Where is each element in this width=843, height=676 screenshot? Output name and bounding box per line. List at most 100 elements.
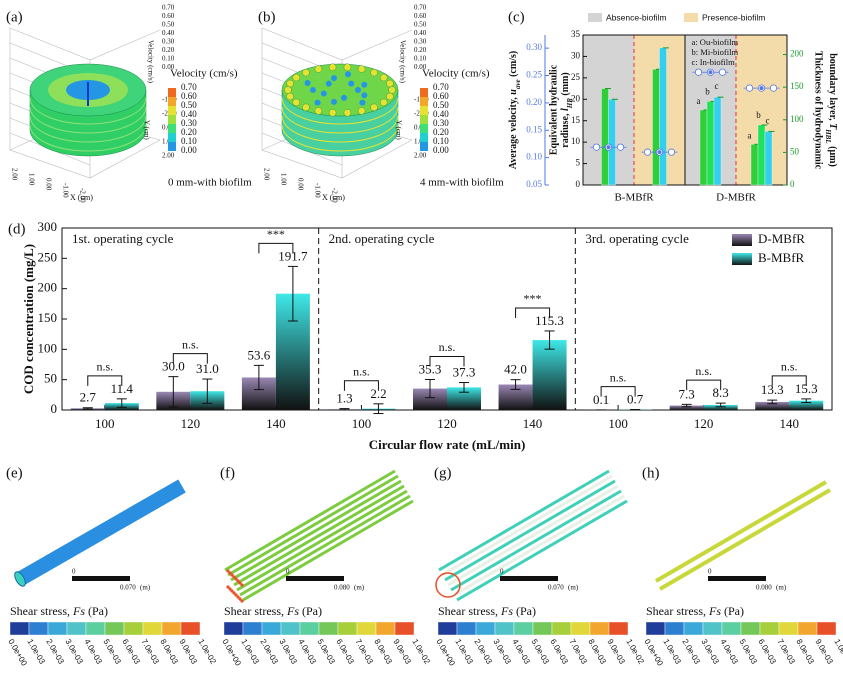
fiber — [230, 479, 402, 582]
fiber-end — [236, 579, 240, 583]
colorbar-tick-label: 0.30 — [181, 118, 197, 128]
colorbar-segment — [570, 621, 591, 636]
colorbar-segment — [280, 621, 301, 636]
colorbar-tick-label: 0.20 — [181, 127, 197, 137]
fiber — [438, 469, 610, 572]
bar-letter: b — [705, 86, 710, 96]
z-tick-label: 0.50 — [162, 21, 175, 29]
legend-title-part: Shear stress, — [224, 604, 287, 618]
plot-frame — [582, 34, 788, 186]
x-tick-label: 1.00 — [27, 173, 35, 186]
colorbar-segment — [589, 621, 610, 636]
significance-label: n.s. — [353, 365, 370, 379]
colorbar-segment — [816, 621, 837, 636]
flow-pore — [359, 99, 366, 106]
x-tick-label: 100 — [608, 416, 628, 431]
colorbar-segment — [168, 115, 176, 124]
colorbar-tick-label: 9.0e-03 — [177, 638, 199, 666]
z-tick-label: 0.60 — [162, 12, 175, 20]
flow-bump — [286, 79, 294, 88]
y2-tick-label: 25 — [571, 72, 581, 82]
y-tick-label: 2.00 — [414, 152, 427, 160]
tube-end — [14, 571, 26, 587]
scale-zero: 0 — [500, 568, 504, 576]
y-tick-label: 200 — [38, 280, 58, 295]
legend-title-part: (Pa) — [299, 604, 322, 618]
colorbar-tick-label: 6.0e-03 — [334, 638, 356, 666]
panel-label: (g) — [434, 465, 452, 481]
legend-title-part: Shear stress, — [438, 604, 501, 618]
y-tick-label: 0.05 — [526, 179, 542, 189]
y-tick-label: 0.10 — [526, 152, 542, 162]
colorbar-tick-label: 9.0e-03 — [813, 638, 835, 666]
fiber — [658, 488, 832, 591]
colorbar-segment — [299, 621, 320, 636]
fiber-end — [240, 599, 244, 603]
fiber — [453, 494, 625, 597]
x-axis-title: X (cm) — [70, 193, 93, 202]
group-label: B-MBfR — [614, 192, 654, 204]
value-label: 8.3 — [713, 385, 729, 400]
box-edge — [261, 27, 413, 179]
scale-value: 0.080 — [756, 584, 772, 592]
group-label: 3rd. operating cycle — [585, 231, 689, 246]
flow-pore — [314, 99, 321, 106]
colorbar-tick-label: 0.70 — [433, 82, 449, 92]
bar-letter: b — [756, 110, 761, 120]
colorbar-segment — [551, 621, 572, 636]
bar — [669, 405, 704, 410]
flow-bump — [357, 65, 366, 73]
colorbar-segment — [180, 621, 201, 636]
bar-letter: c — [766, 115, 770, 125]
z-tick-label: 0.20 — [414, 46, 427, 54]
fiber-end — [238, 581, 242, 585]
flow-pore — [348, 80, 355, 87]
colorbar-segment — [645, 621, 666, 636]
colorbar-segment — [168, 142, 176, 151]
y2-tick-label: 20 — [571, 93, 581, 103]
colorbar-segment — [168, 106, 176, 115]
flow-bump — [292, 73, 300, 82]
bar — [757, 124, 766, 186]
legend-label: Presence-biofilm — [702, 12, 765, 22]
x-axis-title: Circular flow rate (mL/min) — [369, 437, 526, 452]
colorbar-segment — [261, 621, 282, 636]
scale-zero: 0 — [72, 568, 76, 576]
colorbar-segment — [242, 621, 263, 636]
point-ring — [769, 84, 778, 92]
legend-title-part: Shear stress, — [646, 604, 709, 618]
colorbar-tick-label: 4.0e-03 — [296, 638, 318, 666]
y-axis-title: Average velocity, uave (cm/s) — [508, 51, 521, 169]
colorbar-tick-label: 0.60 — [181, 91, 197, 101]
y2-axis-title: radiuse, lHR (mm) — [560, 72, 573, 147]
legend-title: Shear stress, Fs (Pa) — [646, 604, 744, 618]
colorbar-tick-label: 2.0e-03 — [472, 638, 494, 666]
y-tick-label: 0.15 — [526, 124, 542, 134]
value-label: 11.4 — [111, 381, 134, 396]
group-label: D-MBfR — [716, 192, 756, 204]
colorbar-segment — [456, 621, 477, 636]
fiber — [450, 489, 622, 592]
fiber — [236, 489, 408, 592]
significance-label: *** — [267, 227, 285, 241]
scale-unit: (m) — [776, 584, 787, 592]
z-tick-label: 0.00 — [162, 63, 175, 71]
colorbar-segment — [9, 621, 30, 636]
z-tick-label: 0.10 — [162, 55, 175, 63]
colorbar-segment — [778, 621, 799, 636]
colorbar-segment — [437, 621, 458, 636]
bar — [713, 96, 722, 186]
y-tick-label: 0 — [51, 401, 58, 416]
x-tick-label: 120 — [437, 416, 457, 431]
fiber — [456, 499, 628, 602]
caption: 4 mm-with biofilm — [420, 177, 504, 189]
colorbar-tick-label: 2.0e-03 — [680, 638, 702, 666]
colorbar-segment — [47, 621, 68, 636]
velocity-point — [759, 86, 764, 91]
fiber-end — [238, 597, 242, 601]
colorbar-tick-label: 8.0e-03 — [372, 638, 394, 666]
fiber-end — [435, 572, 461, 598]
colorbar-tick-label: 0.30 — [433, 118, 449, 128]
panel-label: (a) — [6, 9, 23, 25]
flow-pore — [325, 80, 332, 87]
